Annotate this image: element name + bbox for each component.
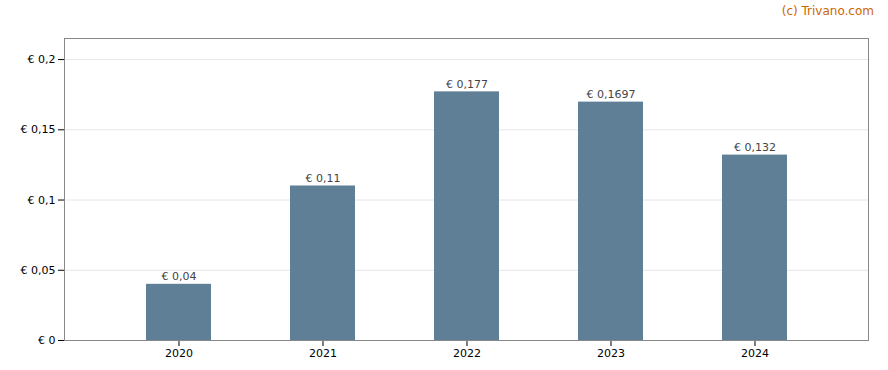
svg-text:2020: 2020 — [165, 347, 193, 360]
html-text:(c) Trivano.com: (c) Trivano.com — [781, 4, 874, 18]
svg-text:€ 0,1697: € 0,1697 — [587, 88, 636, 101]
svg-text:€ 0,11: € 0,11 — [306, 172, 341, 185]
svg-text:€ 0,15: € 0,15 — [21, 123, 56, 136]
svg-text:2022: 2022 — [453, 347, 481, 360]
svg-text:€ 0,2: € 0,2 — [28, 53, 56, 66]
svg-text:2023: 2023 — [597, 347, 625, 360]
svg-text:€ 0,132: € 0,132 — [734, 141, 776, 154]
svg-text:€ 0,1: € 0,1 — [28, 194, 56, 207]
svg-text:2024: 2024 — [741, 347, 769, 360]
svg-text:€ 0,177: € 0,177 — [446, 78, 488, 91]
svg-text:€ 0,05: € 0,05 — [21, 264, 56, 277]
svg-text:2021: 2021 — [309, 347, 337, 360]
svg-text:€ 0,04: € 0,04 — [162, 270, 197, 283]
svg-text:€ 0: € 0 — [38, 334, 56, 347]
